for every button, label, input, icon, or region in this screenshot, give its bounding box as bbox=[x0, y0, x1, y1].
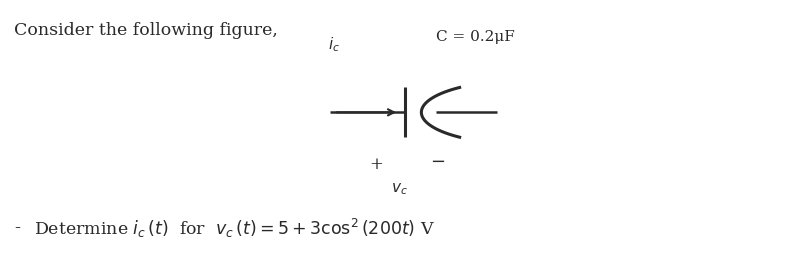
Text: −: − bbox=[429, 153, 444, 171]
Text: Consider the following figure,: Consider the following figure, bbox=[14, 22, 278, 39]
Text: $i_c$: $i_c$ bbox=[328, 35, 340, 54]
Text: +: + bbox=[369, 156, 383, 173]
Text: C = 0.2μF: C = 0.2μF bbox=[435, 30, 514, 44]
Text: -: - bbox=[14, 219, 21, 237]
Text: $v_c$: $v_c$ bbox=[391, 182, 407, 197]
Text: Determine $i_c\,(t)$  for  $v_c\,(t)=5+3\cos^2(200t)$ V: Determine $i_c\,(t)$ for $v_c\,(t)=5+3\c… bbox=[34, 216, 435, 240]
